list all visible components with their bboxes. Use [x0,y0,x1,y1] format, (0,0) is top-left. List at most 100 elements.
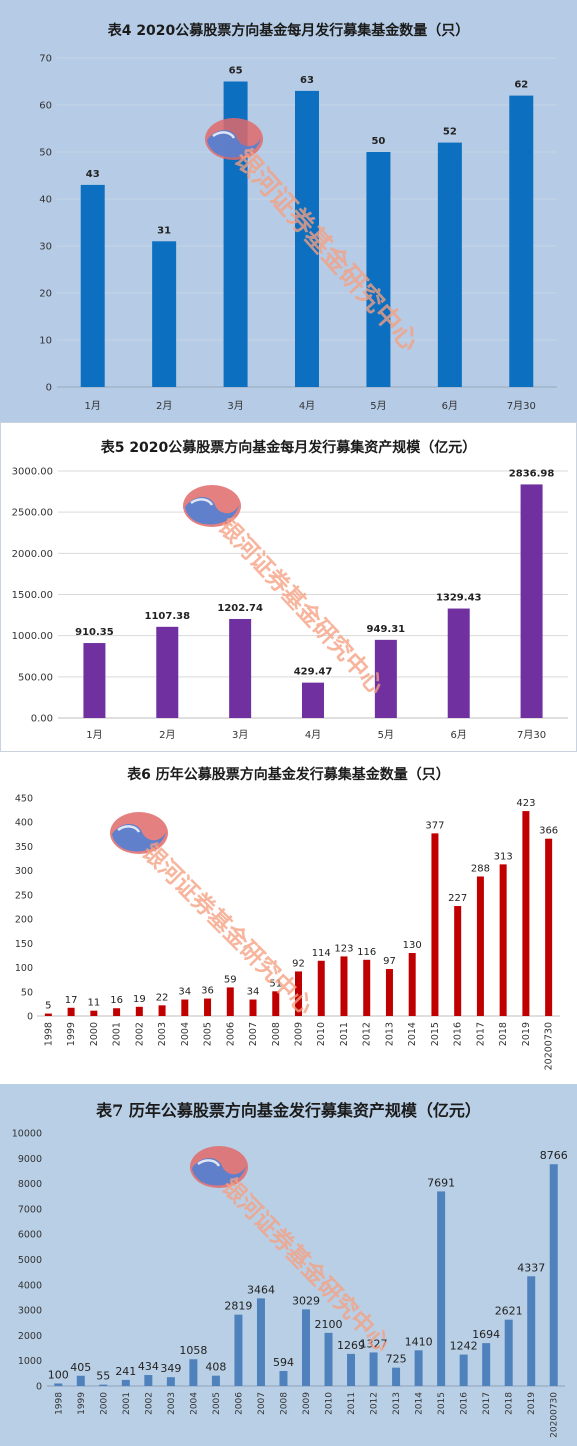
data-label: 43 [86,169,100,180]
y-tick-label: 2500.00 [12,508,53,519]
x-tick-label: 1月 [86,729,102,741]
chart-monthly-fund-size: 0.00 500.00 1000.00 1500.00 2000.00 2500.00 30… [0,422,577,752]
bar [272,991,280,1016]
data-label: 1327 [360,1337,388,1350]
y-tick-label: 1000 [18,1356,42,1367]
bar [295,971,302,1016]
chart-title: 表4 2020公募股票方向基金每月发行募集基金数量（只） [107,23,470,39]
y-tick-label: 10 [39,336,52,347]
x-tick-label: 2012 [370,1392,380,1415]
x-tick-label: 2月 [156,400,172,412]
bar [54,1383,63,1386]
y-tick-label: 10000 [12,1129,42,1140]
data-label: 50 [371,136,385,147]
x-tick-label: 2019 [527,1392,537,1415]
data-label: 97 [383,956,396,967]
x-tick-label: 2005 [203,1022,214,1046]
x-tick-label: 20200730 [550,1392,560,1438]
y-tick-label: 40 [39,195,52,206]
bar [437,142,462,387]
bar [522,811,530,1016]
data-label: 2836.98 [509,468,555,479]
y-tick-label: 7000 [18,1204,42,1215]
chart-title: 表7 历年公募股票方向基金发行募集资产规模（亿元） [96,1101,481,1120]
bar [324,1332,333,1386]
bar [437,1191,446,1386]
data-label: 1202.74 [217,603,263,614]
bar [549,1164,558,1386]
data-label: 100 [48,1368,69,1381]
chart-title: 表5 2020公募股票方向基金每月发行募集资产规模（亿元） [100,440,477,456]
x-tick-label: 2月 [159,729,175,741]
data-label: 19 [133,994,146,1005]
data-label: 405 [70,1361,91,1374]
bar [340,956,348,1016]
bar [509,95,534,387]
bar [204,998,212,1016]
bar [158,1005,166,1016]
data-label: 36 [201,986,214,997]
bar [295,90,319,388]
data-label: 3464 [247,1283,275,1296]
y-tick-label: 2000 [18,1331,42,1342]
chart-yearly-fund-size-plot: 0 1000 2000 3000 4000 5000 6000 7000 8000 9000 100… [12,1129,568,1438]
bar [256,1298,265,1386]
y-tick-label: 0 [46,383,52,394]
data-label: 116 [357,947,376,958]
bar [545,838,553,1016]
chart-monthly-fund-count: 0 10 20 30 40 50 60 70 43 1月 31 2月 65 3月 63 4月 50 5月 52 6月 6… [0,0,577,422]
y-tick-label: 8000 [18,1179,42,1190]
bar [317,960,325,1016]
y-tick-label: 1500.00 [12,590,53,601]
y-tick-label: 300 [15,866,33,877]
bar [76,1375,85,1386]
x-tick-label: 2012 [362,1022,373,1046]
data-label: 366 [539,826,558,837]
y-tick-label: 150 [15,939,33,950]
x-tick-label: 1998 [54,1392,64,1415]
bar [90,1010,98,1016]
x-tick-label: 2009 [302,1392,312,1415]
data-label: 1242 [450,1340,478,1353]
x-tick-label: 2009 [294,1022,305,1046]
x-tick-label: 1998 [43,1022,54,1046]
bar [249,999,257,1016]
bar [499,864,507,1016]
bar [166,1377,175,1386]
x-tick-label: 2006 [234,1392,244,1415]
bar [152,241,177,387]
bar [369,1352,378,1386]
x-tick-label: 1月 [85,400,101,412]
x-tick-label: 2000 [99,1392,109,1415]
y-tick-label: 450 [15,794,33,805]
bar [80,184,105,387]
bar [527,1276,536,1386]
bar [482,1343,491,1386]
bar [211,1375,220,1386]
y-tick-label: 0.00 [31,714,53,725]
data-label: 408 [205,1361,226,1374]
x-tick-label: 2019 [521,1022,532,1046]
bar [135,1006,143,1016]
x-tick-label: 2007 [257,1392,267,1415]
bar [476,876,484,1016]
y-tick-label: 3000.00 [12,467,53,478]
y-tick-label: 6000 [18,1230,42,1241]
bar [374,639,397,718]
data-label: 17 [65,995,78,1006]
data-label: 2819 [224,1300,252,1313]
data-label: 429.47 [294,667,333,678]
data-label: 11 [87,998,100,1009]
x-tick-label: 2015 [430,1022,441,1046]
data-label: 434 [138,1360,159,1373]
y-tick-label: 2000.00 [12,549,53,560]
y-tick-label: 60 [39,101,52,112]
data-label: 59 [224,974,237,985]
x-tick-label: 3月 [227,400,243,412]
bar [226,987,234,1016]
data-label: 725 [386,1353,407,1366]
chart-monthly-fund-size-plot: 0.00 500.00 1000.00 1500.00 2000.00 2500.00 30… [12,467,568,741]
y-tick-label: 9000 [18,1154,42,1165]
x-tick-label: 4月 [305,729,321,741]
data-label: 1410 [405,1335,433,1348]
